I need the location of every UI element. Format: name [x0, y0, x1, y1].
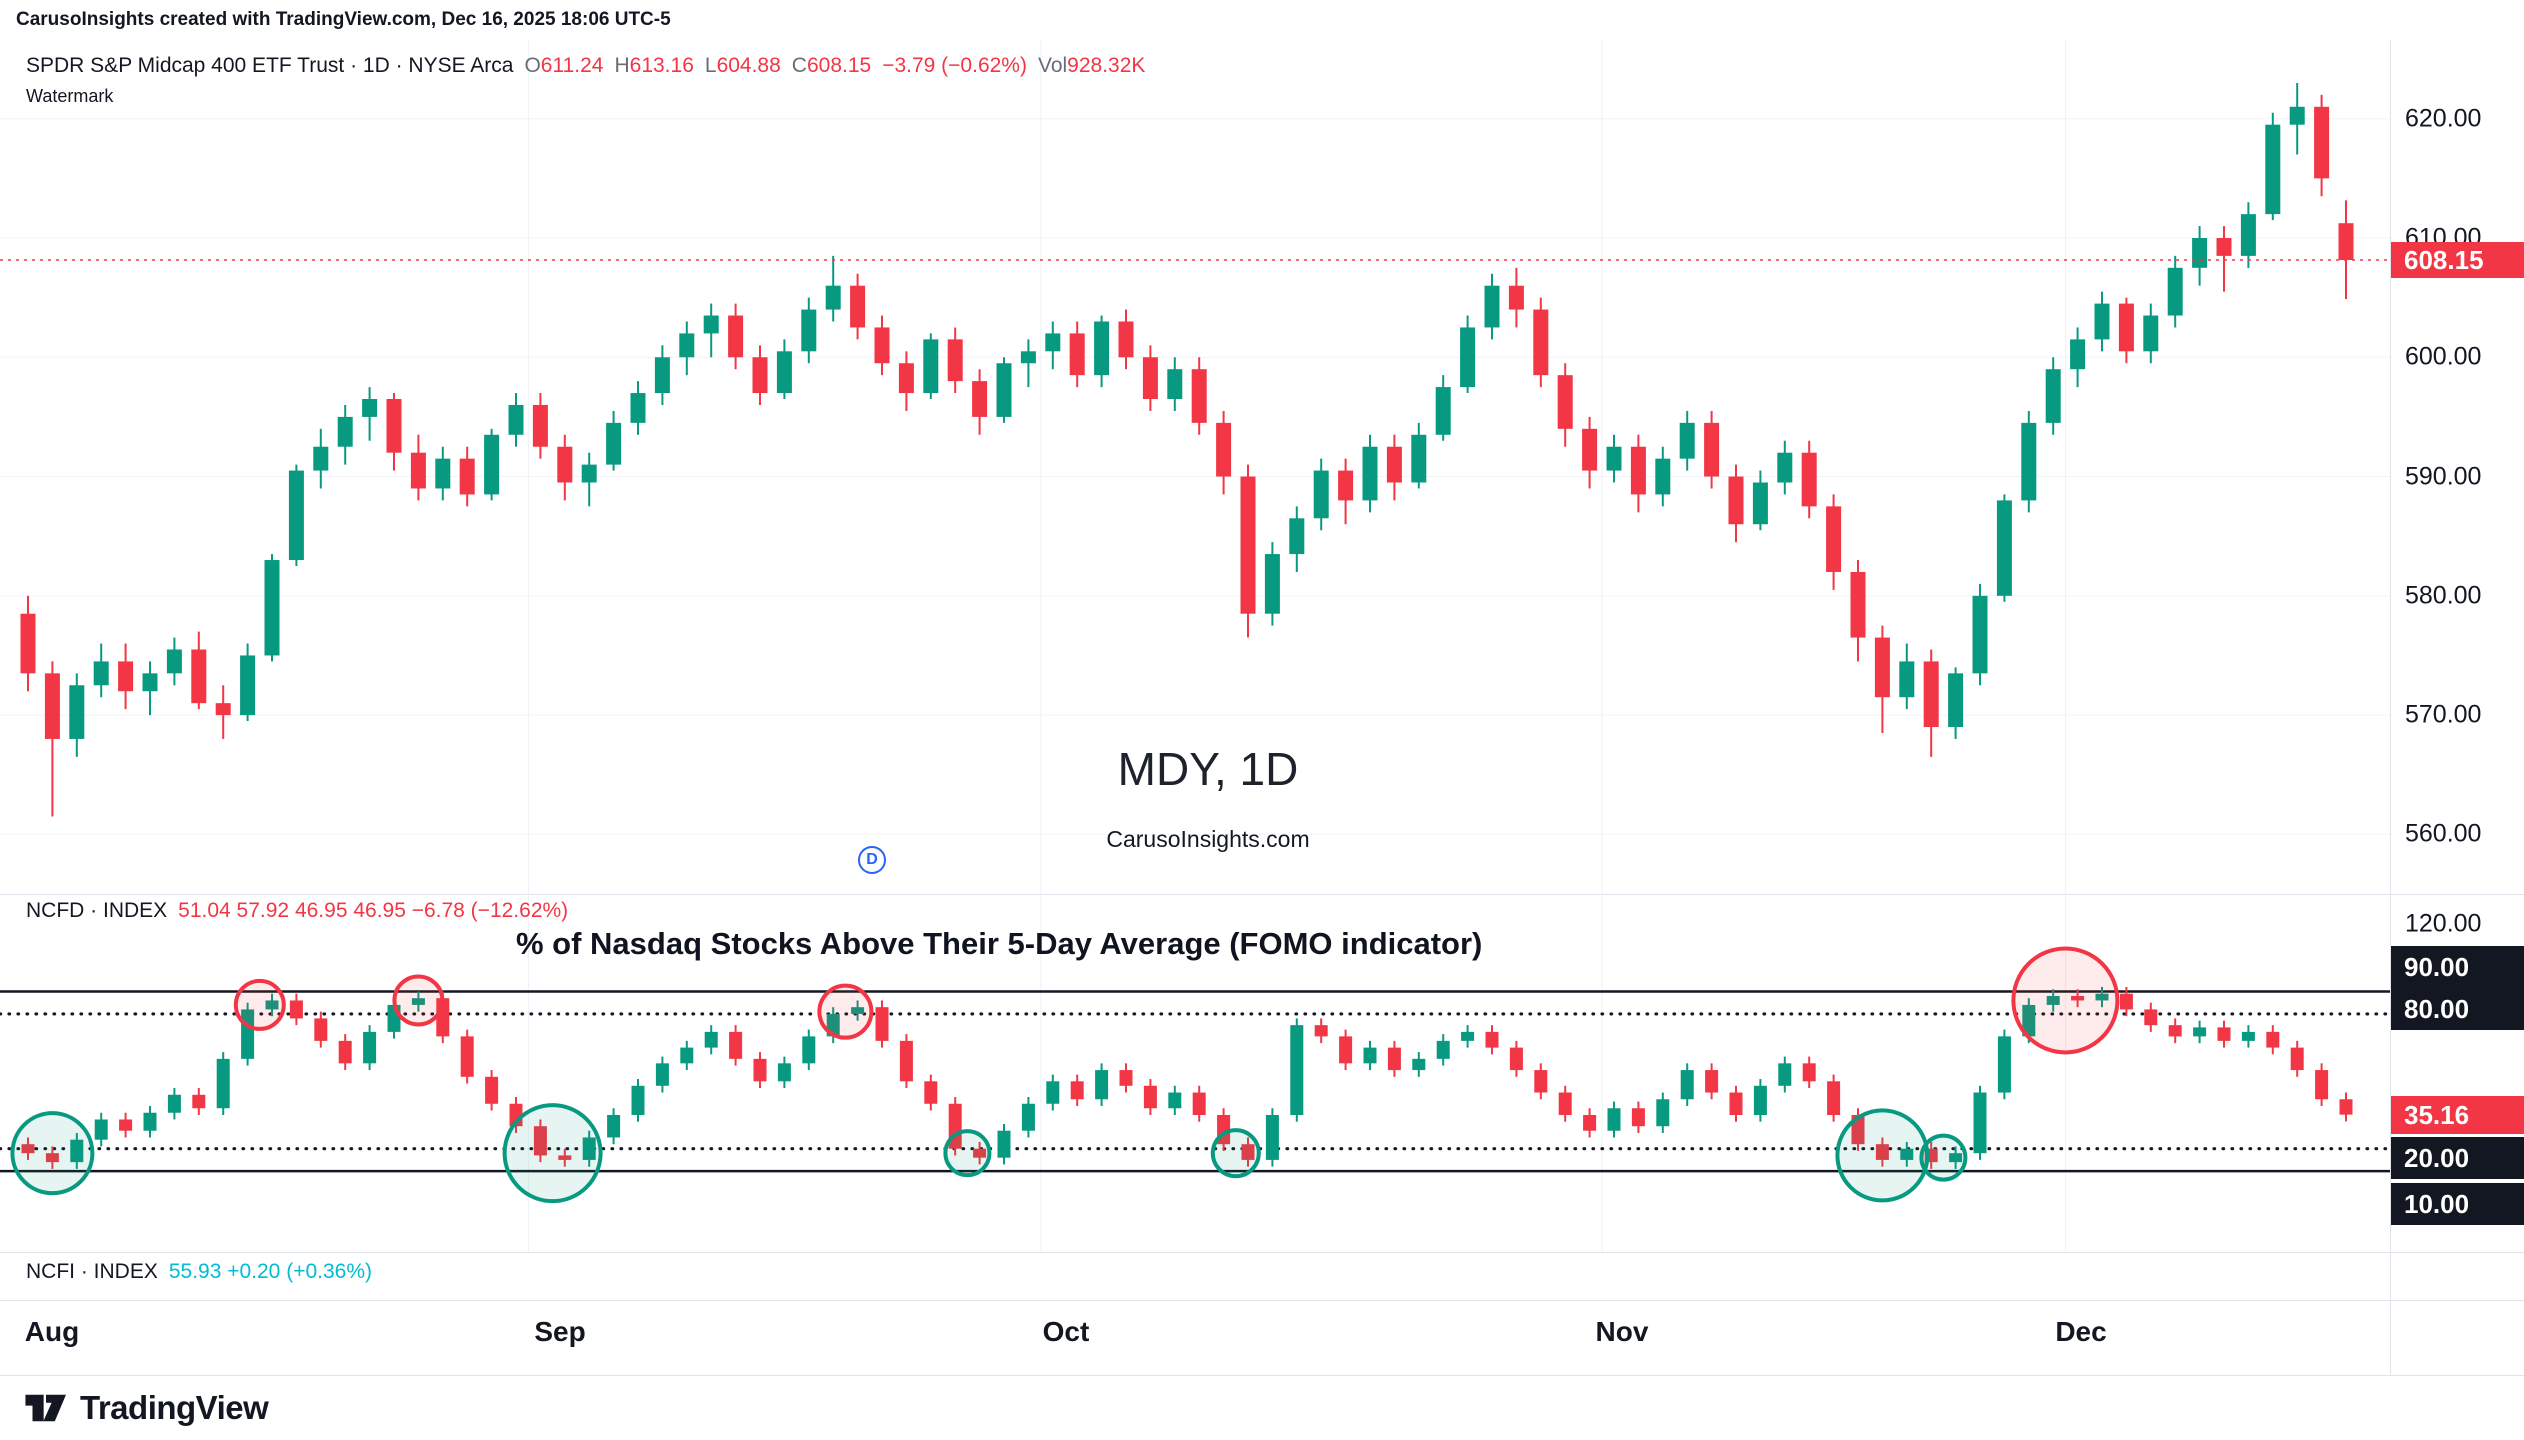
watermark-symbol: MDY, 1D [1117, 743, 1299, 795]
price-tick: 600.00 [2405, 342, 2482, 371]
low-number: 604.88 [716, 54, 781, 77]
tradingview-wordmark[interactable]: TradingView [80, 1389, 269, 1426]
fomo-indicator-pane[interactable] [0, 896, 2390, 1252]
close-label: C [791, 54, 807, 77]
price-tick: 560.00 [2405, 819, 2482, 848]
high-value: H 613.16 [614, 54, 693, 78]
price-axis[interactable]: 620.00 610.00 600.00 590.00 580.00 570.0… [2390, 40, 2524, 1376]
month-label-dec: Dec [2055, 1316, 2107, 1347]
ncfd-legend[interactable]: NCFD · INDEX 51.04 57.92 46.95 46.95 −6.… [26, 899, 568, 923]
price-tick: 620.00 [2405, 104, 2482, 133]
month-label-sep: Sep [534, 1316, 586, 1347]
low-label: L [704, 54, 717, 77]
price-tick: 570.00 [2405, 700, 2482, 729]
time-axis[interactable]: Aug Sep Oct Nov Dec [0, 1300, 2390, 1375]
attribution-bar: CarusoInsights created with TradingView.… [0, 0, 2524, 40]
watermark-site: CarusoInsights.com [1106, 826, 1310, 852]
change-value: −3.79 (−0.62%) [882, 54, 1027, 77]
month-label-nov: Nov [1595, 1316, 1649, 1347]
ncfd-name: NCFD · INDEX [26, 899, 168, 922]
low-value: L 604.88 [705, 54, 781, 78]
interval-badge: D [858, 846, 886, 874]
pane-separator[interactable] [0, 894, 2524, 895]
symbol-title: SPDR S&P Midcap 400 ETF Trust · 1D · NYS… [26, 54, 514, 77]
close-number: 608.15 [806, 54, 872, 77]
open-value: O 611.24 [524, 54, 603, 78]
watermark-label: Watermark [26, 86, 114, 106]
level-label-80: 80.00 [2391, 988, 2524, 1030]
main-price-pane[interactable] [0, 40, 2390, 894]
ncfi-values: 55.93 +0.20 (+0.36%) [168, 1260, 372, 1283]
fomo-title: % of Nasdaq Stocks Above Their 5-Day Ave… [516, 926, 1483, 961]
price-tick: 590.00 [2405, 462, 2482, 491]
footer-bar: TradingView [0, 1376, 2524, 1440]
ncfd-values: 51.04 57.92 46.95 46.95 −6.78 (−12.62%) [178, 899, 569, 922]
indicator-tick: 120.00 [2405, 909, 2482, 938]
ncfi-legend[interactable]: NCFI · INDEX 55.93 +0.20 (+0.36%) [26, 1260, 372, 1284]
price-tick: 580.00 [2405, 581, 2482, 610]
high-number: 613.16 [629, 54, 694, 77]
close-value: C 608.15 [792, 54, 871, 78]
indicator-value-label: 35.16 [2391, 1096, 2524, 1134]
ncfi-name: NCFI · INDEX [26, 1260, 158, 1283]
last-price-label: 608.15 [2391, 242, 2524, 278]
level-label-10: 10.00 [2391, 1183, 2524, 1225]
volume-label: Vol [1037, 54, 1068, 77]
main-symbol-legend[interactable]: SPDR S&P Midcap 400 ETF Trust · 1D · NYS… [26, 54, 1145, 78]
footer-separator [0, 1375, 2524, 1376]
volume-value: Vol 928.32K [1038, 54, 1145, 78]
pane-separator[interactable] [0, 1252, 2524, 1253]
open-label: O [524, 54, 541, 77]
open-number: 611.24 [540, 54, 604, 77]
level-label-20: 20.00 [2391, 1137, 2524, 1179]
month-label-aug: Aug [24, 1316, 80, 1347]
tradingview-logo-icon[interactable] [24, 1391, 68, 1425]
time-axis-separator [0, 1300, 2524, 1301]
month-label-oct: Oct [1042, 1316, 1090, 1347]
level-label-90: 90.00 [2391, 946, 2524, 988]
high-label: H [614, 54, 630, 77]
attribution-text: CarusoInsights created with TradingView.… [16, 9, 671, 30]
chart-watermark: MDY, 1D CarusoInsights.com [1106, 746, 1309, 853]
volume-number: 928.32K [1067, 54, 1146, 77]
